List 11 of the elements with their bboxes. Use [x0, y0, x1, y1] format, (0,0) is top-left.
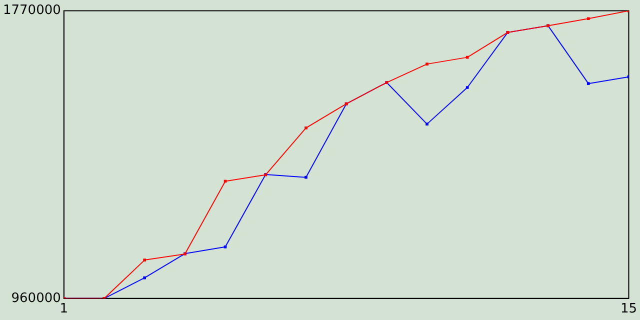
point — [304, 176, 308, 179]
x-tick-label: 15 — [620, 302, 637, 317]
y-tick-label: 1770000 — [2, 3, 61, 18]
y-tick-label: 960000 — [11, 290, 61, 306]
point — [586, 82, 590, 85]
point — [466, 56, 469, 59]
point — [224, 246, 227, 248]
point — [143, 276, 146, 280]
point — [466, 86, 469, 89]
x-tick-label: 1 — [60, 302, 68, 317]
point — [586, 17, 590, 20]
